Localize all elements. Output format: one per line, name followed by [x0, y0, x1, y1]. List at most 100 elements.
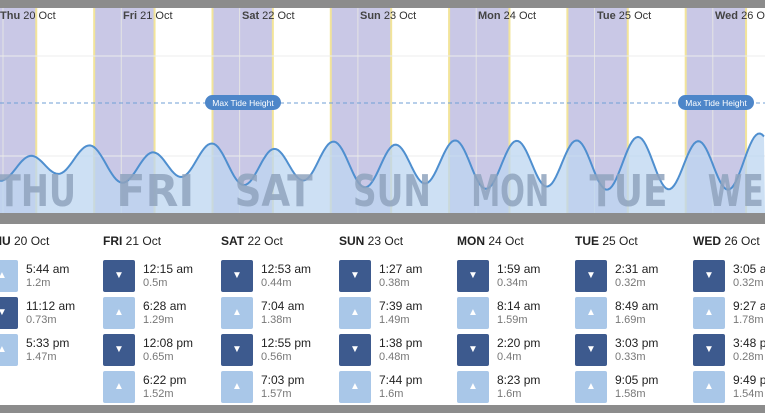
tide-entry[interactable]: ▲ 9:05 pm 1.58m [575, 371, 693, 405]
low-tide-button[interactable]: ▼ [575, 260, 607, 292]
arrow-down-icon: ▼ [704, 270, 714, 281]
tide-entry[interactable]: ▲ 6:28 am 1.29m [103, 297, 221, 331]
low-tide-button[interactable]: ▼ [103, 334, 135, 366]
high-tide-button[interactable]: ▲ [339, 297, 371, 329]
high-tide-button[interactable]: ▲ [457, 297, 489, 329]
high-tide-button[interactable]: ▲ [221, 297, 253, 329]
chart-day-name: Sun [360, 10, 381, 22]
tide-entry[interactable]: ▲ 7:03 pm 1.57m [221, 371, 339, 405]
tide-height: 0.38m [379, 277, 410, 289]
high-tide-button[interactable]: ▲ [339, 371, 371, 403]
column-title: TUE 25 Oct [575, 234, 638, 248]
tide-entry[interactable]: ▼ 1:38 pm 0.48m [339, 334, 457, 368]
tide-entry[interactable]: ▲ 5:33 pm 1.47m [0, 334, 104, 368]
tide-time: 2:20 pm [497, 336, 541, 350]
chart-day-label-sun: Sun 23 Oct [360, 10, 416, 22]
arrow-down-icon: ▼ [232, 270, 242, 281]
low-tide-button[interactable]: ▼ [457, 260, 489, 292]
tide-entry[interactable]: ▼ 2:20 pm 0.4m [457, 334, 575, 368]
low-tide-button[interactable]: ▼ [339, 260, 371, 292]
tide-table: THU 20 Oct ▲ 5:44 am1.2m ▼ 11:12 am0.73m ▲ 5:3… [0, 224, 765, 405]
tide-time: 8:49 am [615, 299, 659, 313]
max-tide-badge: Max Tide Height [678, 95, 754, 110]
tide-entry[interactable]: ▼ 1:59 am 0.34m [457, 260, 575, 294]
tide-time: 1:38 pm [379, 336, 423, 350]
tide-height: 1.47m [26, 351, 57, 363]
day-watermark-sun: SUN [353, 166, 431, 213]
high-tide-button[interactable]: ▲ [575, 297, 607, 329]
tide-entry[interactable]: ▲ 8:14 am 1.59m [457, 297, 575, 331]
low-tide-button[interactable]: ▼ [221, 260, 253, 292]
tide-entry[interactable]: ▼ 2:31 am 0.32m [575, 260, 693, 294]
high-tide-button[interactable]: ▲ [457, 371, 489, 403]
column-day: SAT [221, 234, 245, 248]
tide-time: 9:05 pm [615, 373, 659, 387]
chart-day-name: Thu [0, 10, 21, 22]
tide-entry[interactable]: ▼ 1:27 am 0.38m [339, 260, 457, 294]
bottom-border [0, 405, 765, 413]
tide-height: 1.2m [26, 277, 51, 289]
tide-entry[interactable]: ▼ 12:08 pm 0.65m [103, 334, 221, 368]
tide-time: 7:39 am [379, 299, 423, 313]
low-tide-button[interactable]: ▼ [339, 334, 371, 366]
tide-entry[interactable]: ▼ 3:03 pm 0.33m [575, 334, 693, 368]
tide-height: 0.5m [143, 277, 168, 289]
tide-entry[interactable]: ▲ 7:04 am 1.38m [221, 297, 339, 331]
column-day: TUE [575, 234, 599, 248]
tide-height: 0.33m [615, 351, 646, 363]
low-tide-button[interactable]: ▼ [693, 260, 725, 292]
chart-day-name: Wed [715, 10, 739, 22]
tide-time: 6:28 am [143, 299, 187, 313]
max-tide-badge: Max Tide Height [205, 95, 281, 110]
low-tide-button[interactable]: ▼ [575, 334, 607, 366]
chart-day-label-fri: Fri 21 Oct [123, 10, 173, 22]
arrow-up-icon: ▲ [232, 307, 242, 318]
tide-entry[interactable]: ▼ 3:05 am0.32m [693, 260, 765, 294]
arrow-down-icon: ▼ [114, 270, 124, 281]
tide-entry[interactable]: ▼ 11:12 am 0.73m [0, 297, 104, 331]
chart-day-label-mon: Mon 24 Oct [478, 10, 536, 22]
high-tide-button[interactable]: ▲ [693, 371, 725, 403]
arrow-down-icon: ▼ [468, 344, 478, 355]
high-tide-button[interactable]: ▲ [0, 334, 18, 366]
low-tide-button[interactable]: ▼ [693, 334, 725, 366]
chart-day-label-sat: Sat 22 Oct [242, 10, 295, 22]
tide-entry[interactable]: ▼ 12:15 am 0.5m [103, 260, 221, 294]
tide-time: 9:49 pm [733, 373, 765, 387]
tide-entry[interactable]: ▲ 7:39 am 1.49m [339, 297, 457, 331]
tide-entry[interactable]: ▲ 6:22 pm 1.52m [103, 371, 221, 405]
low-tide-button[interactable]: ▼ [0, 297, 18, 329]
tide-entry[interactable]: ▲ 8:23 pm 1.6m [457, 371, 575, 405]
column-title: WED 26 Oct [693, 234, 760, 248]
tide-time: 7:03 pm [261, 373, 305, 387]
tide-entry[interactable]: ▲ 9:27 am1.78m [693, 297, 765, 331]
high-tide-button[interactable]: ▲ [0, 260, 18, 292]
column-date: 26 Oct [721, 234, 760, 248]
column-date: 21 Oct [122, 234, 162, 248]
tide-entry[interactable]: ▲ 8:49 am 1.69m [575, 297, 693, 331]
column-day: WED [693, 234, 721, 248]
high-tide-button[interactable]: ▲ [575, 371, 607, 403]
high-tide-button[interactable]: ▲ [693, 297, 725, 329]
high-tide-button[interactable]: ▲ [103, 297, 135, 329]
day-watermark-thu: THU [0, 166, 76, 213]
high-tide-button[interactable]: ▲ [221, 371, 253, 403]
tide-time: 8:23 pm [497, 373, 541, 387]
column-day: SUN [339, 234, 365, 248]
chart-day-date: 20 Oct [20, 10, 56, 22]
tide-entry[interactable]: ▼ 12:55 pm 0.56m [221, 334, 339, 368]
tide-height: 1.78m [733, 314, 764, 326]
tide-entry[interactable]: ▼ 12:53 am 0.44m [221, 260, 339, 294]
tide-entry[interactable]: ▼ 3:48 pm0.28m [693, 334, 765, 368]
tide-entry[interactable]: ▲ 9:49 pm1.54m [693, 371, 765, 405]
arrow-down-icon: ▼ [114, 344, 124, 355]
chart-day-name: Fri [123, 10, 138, 22]
low-tide-button[interactable]: ▼ [103, 260, 135, 292]
high-tide-button[interactable]: ▲ [103, 371, 135, 403]
tide-entry[interactable]: ▲ 7:44 pm 1.6m [339, 371, 457, 405]
low-tide-button[interactable]: ▼ [457, 334, 489, 366]
chart-day-name: Sat [242, 10, 260, 22]
tide-entry[interactable]: ▲ 5:44 am 1.2m [0, 260, 104, 294]
low-tide-button[interactable]: ▼ [221, 334, 253, 366]
chart-day-date: 25 Oct [615, 10, 652, 22]
